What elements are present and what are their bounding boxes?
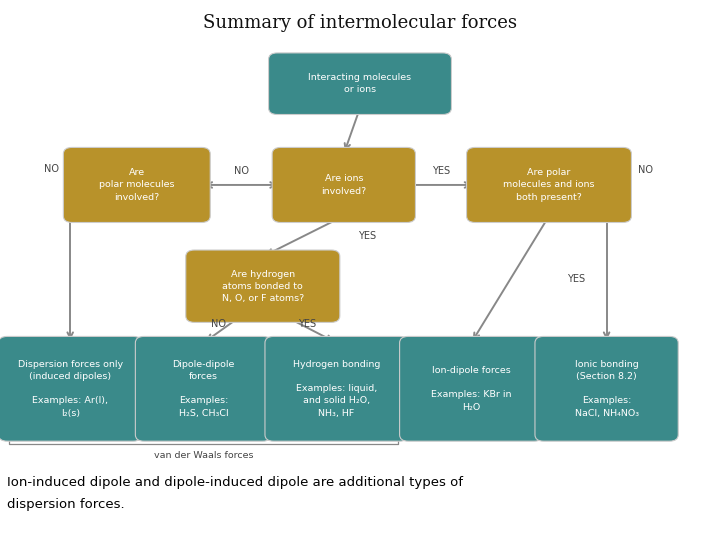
- Text: van der Waals forces: van der Waals forces: [153, 451, 253, 460]
- FancyBboxPatch shape: [0, 336, 142, 441]
- Text: Interacting molecules
or ions: Interacting molecules or ions: [308, 73, 412, 94]
- Text: Are polar
molecules and ions
both present?: Are polar molecules and ions both presen…: [503, 168, 595, 201]
- FancyBboxPatch shape: [186, 250, 340, 322]
- FancyBboxPatch shape: [272, 147, 415, 222]
- FancyBboxPatch shape: [400, 336, 543, 441]
- Text: Hydrogen bonding

Examples: liquid,
and solid H₂O,
NH₃, HF: Hydrogen bonding Examples: liquid, and s…: [293, 360, 380, 417]
- Text: YES: YES: [298, 319, 317, 329]
- Text: Ionic bonding
(Section 8.2)

Examples:
NaCl, NH₄NO₃: Ionic bonding (Section 8.2) Examples: Na…: [575, 360, 639, 417]
- Text: NO: NO: [639, 165, 653, 175]
- Text: YES: YES: [567, 274, 585, 285]
- Text: Are hydrogen
atoms bonded to
N, O, or F atoms?: Are hydrogen atoms bonded to N, O, or F …: [222, 269, 304, 303]
- FancyBboxPatch shape: [467, 147, 631, 222]
- FancyBboxPatch shape: [63, 147, 210, 222]
- Text: Are
polar molecules
involved?: Are polar molecules involved?: [99, 168, 174, 201]
- Text: Dispersion forces only
(induced dipoles)

Examples: Ar(l),
I₂(s): Dispersion forces only (induced dipoles)…: [17, 360, 123, 417]
- FancyBboxPatch shape: [535, 336, 678, 441]
- Text: Ion-induced dipole and dipole-induced dipole are additional types of: Ion-induced dipole and dipole-induced di…: [7, 476, 463, 489]
- Text: Summary of intermolecular forces: Summary of intermolecular forces: [203, 14, 517, 31]
- Text: NO: NO: [211, 319, 225, 329]
- Text: Dipole-dipole
forces

Examples:
H₂S, CH₃Cl: Dipole-dipole forces Examples: H₂S, CH₃C…: [172, 360, 235, 417]
- Text: Are ions
involved?: Are ions involved?: [321, 174, 366, 195]
- FancyBboxPatch shape: [265, 336, 408, 441]
- Text: NO: NO: [234, 166, 248, 176]
- Text: Ion-dipole forces

Examples: KBr in
H₂O: Ion-dipole forces Examples: KBr in H₂O: [431, 366, 511, 411]
- Text: NO: NO: [45, 164, 59, 174]
- Text: YES: YES: [432, 166, 450, 176]
- Text: YES: YES: [358, 231, 376, 241]
- Text: dispersion forces.: dispersion forces.: [7, 498, 125, 511]
- FancyBboxPatch shape: [269, 53, 451, 114]
- FancyBboxPatch shape: [135, 336, 271, 441]
